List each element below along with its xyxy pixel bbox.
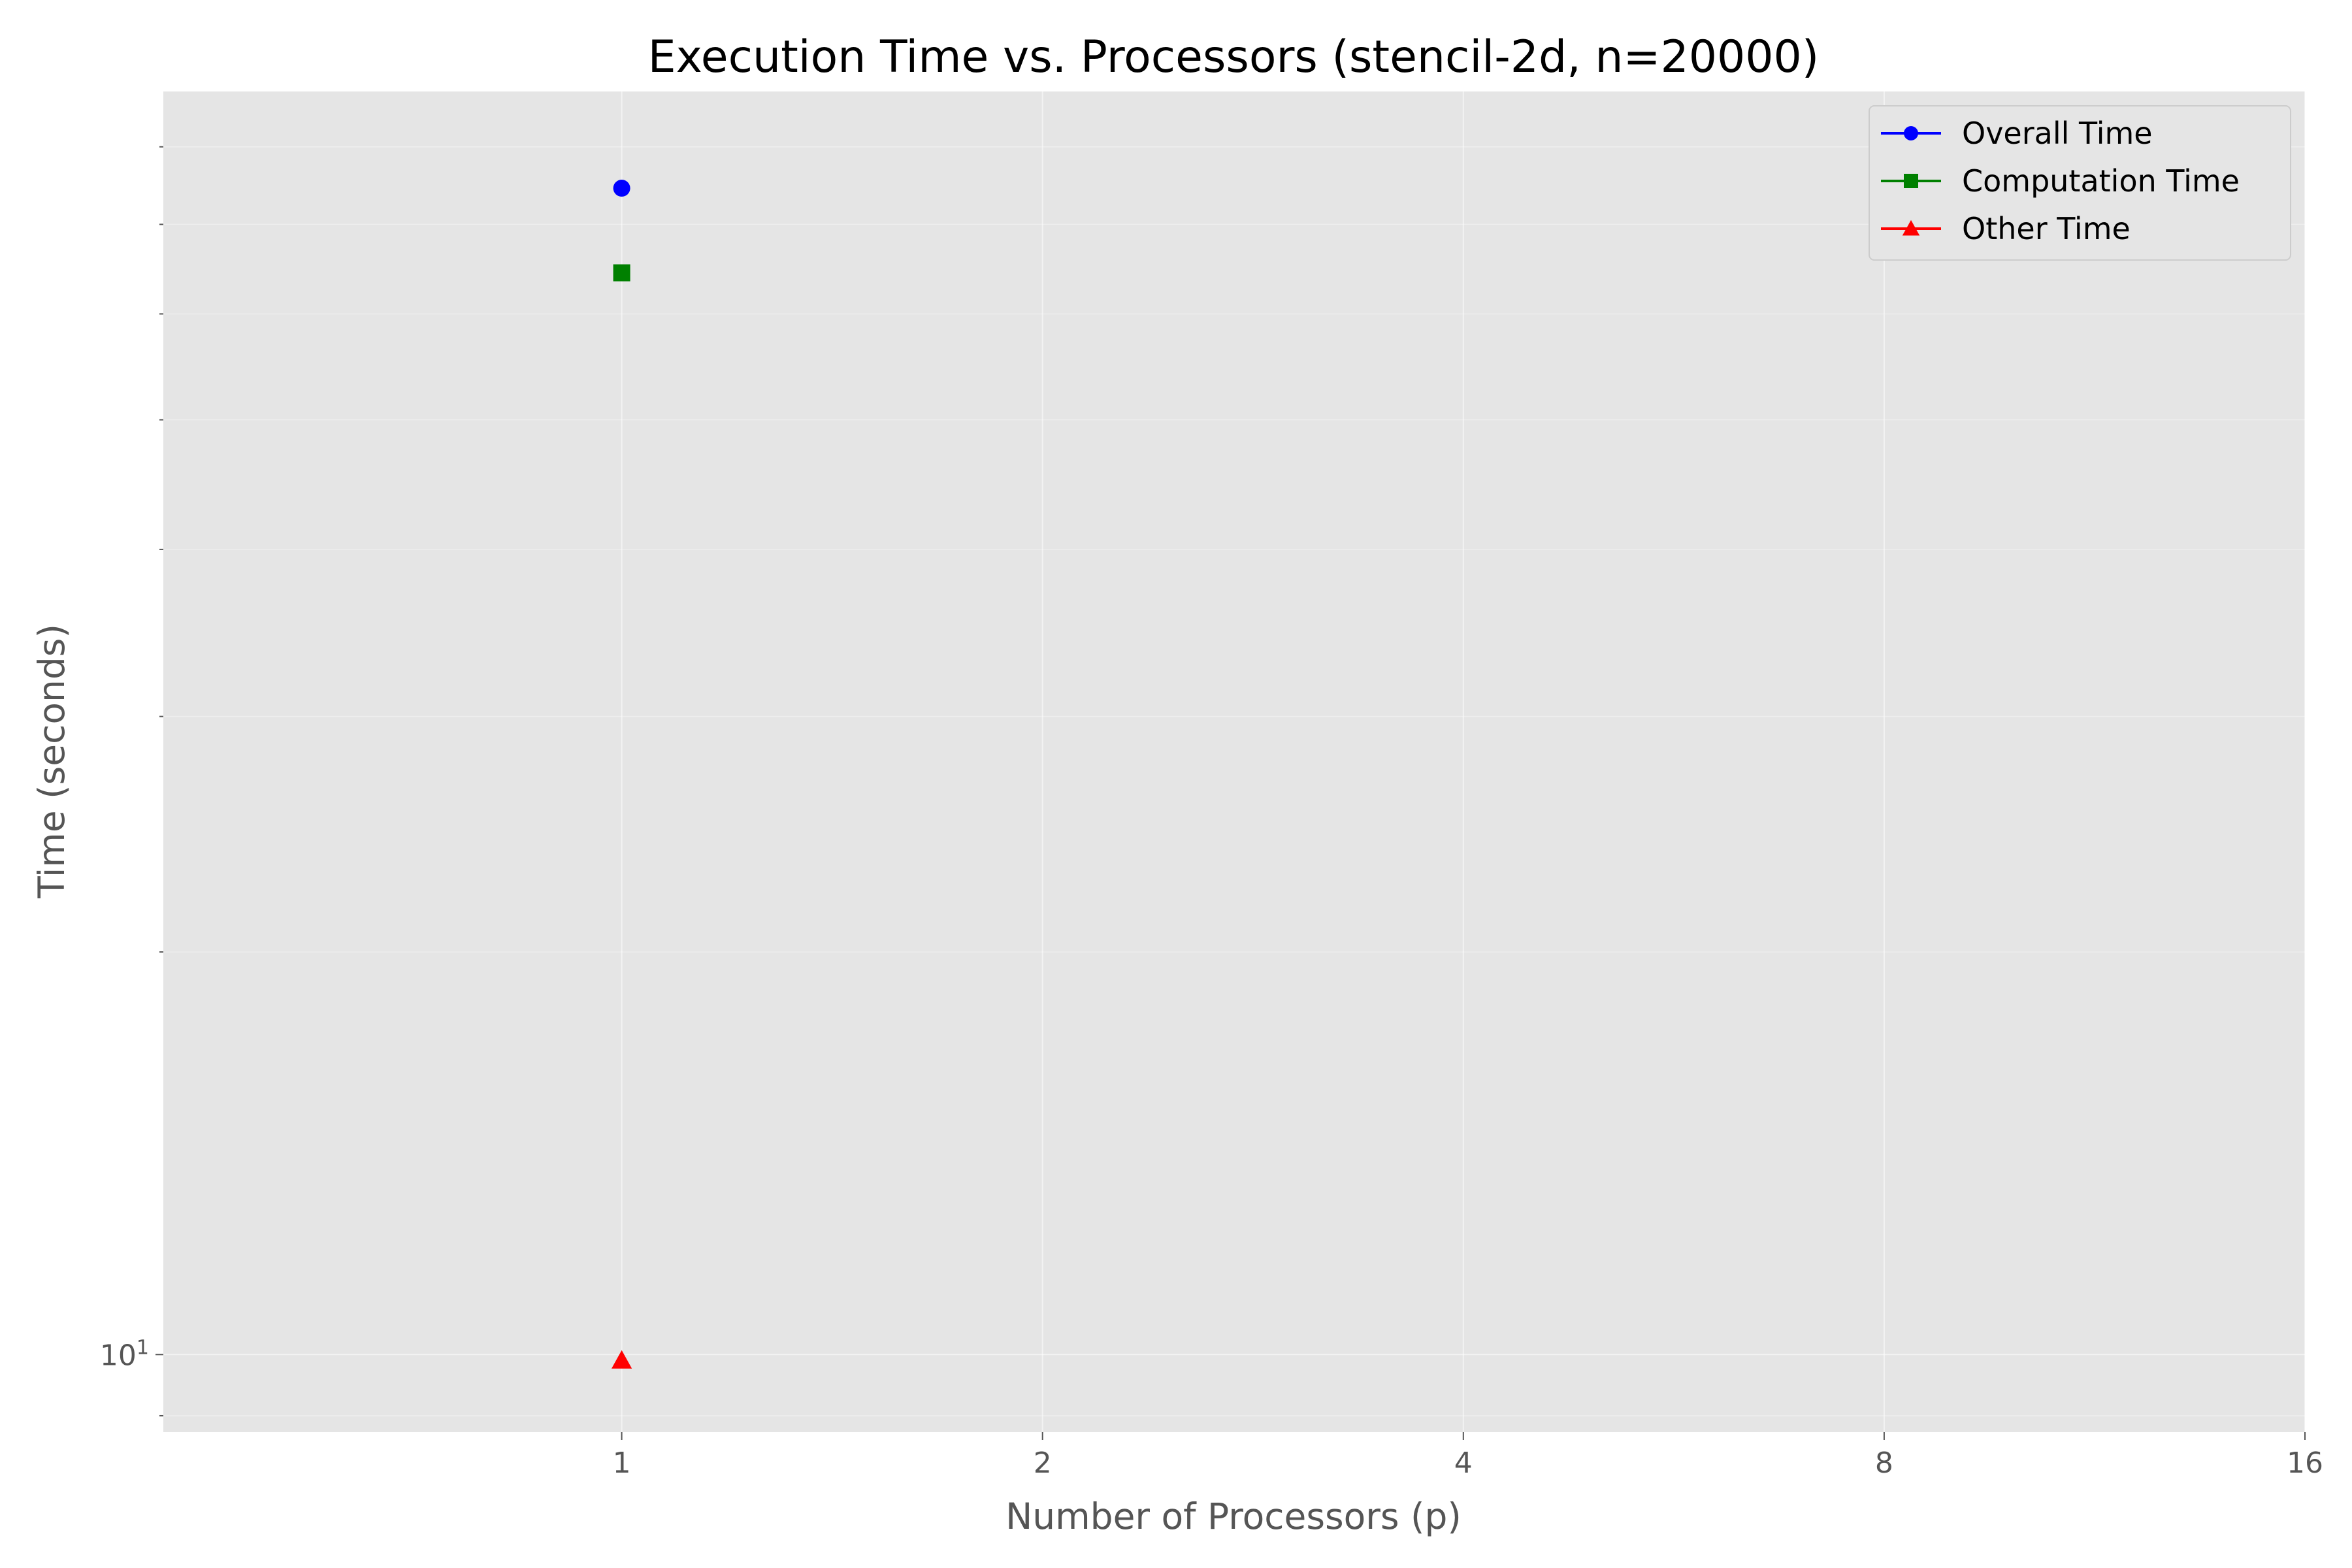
x-tick-label: 4 (1454, 1446, 1473, 1480)
x-tick-label: 2 (1034, 1446, 1052, 1480)
chart-title: Execution Time vs. Processors (stencil-2… (648, 31, 1820, 83)
x-axis-label: Number of Processors (p) (1005, 1495, 1462, 1537)
legend: Overall Time Computation Time Other Time (1869, 105, 2291, 261)
grid (163, 91, 2306, 1432)
data-point-triangle (611, 1350, 632, 1369)
x-tick-label: 1 (613, 1446, 631, 1480)
legend-box (1869, 105, 2291, 261)
data-points (611, 180, 632, 1369)
y-axis-label: Time (seconds) (31, 624, 73, 899)
y-tick-label: 101 (100, 1336, 149, 1373)
legend-marker-triangle (1902, 220, 1920, 236)
legend-marker-circle (1904, 126, 1918, 140)
data-point-square (613, 264, 630, 282)
x-tick-label: 8 (1875, 1446, 1893, 1480)
axes: 1 2 4 8 16 101 (100, 146, 2323, 1480)
legend-label: Other Time (1962, 211, 2131, 246)
legend-label: Overall Time (1962, 116, 2153, 151)
x-tick-label: 16 (2287, 1446, 2323, 1480)
legend-marker-square (1904, 174, 1918, 188)
data-point-circle (613, 180, 630, 197)
legend-label: Computation Time (1962, 163, 2240, 199)
plot-area (163, 91, 2305, 1432)
